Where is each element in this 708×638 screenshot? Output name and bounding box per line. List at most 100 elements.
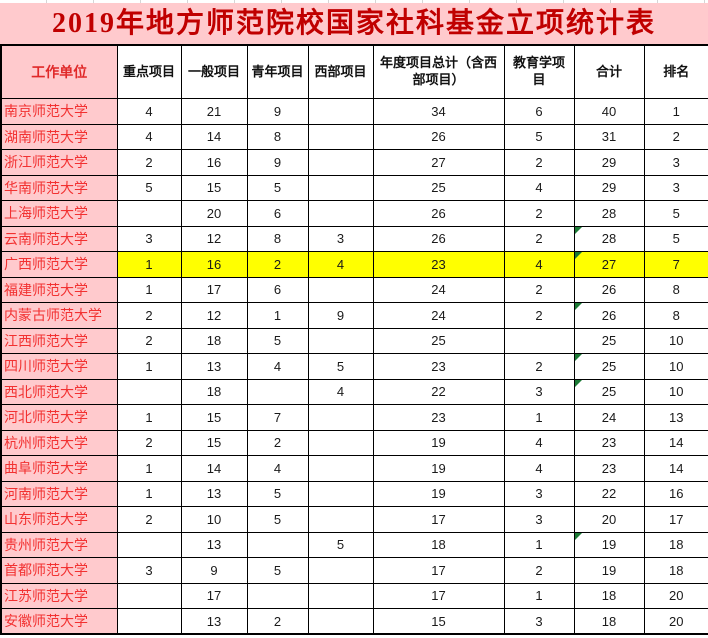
value-cell[interactable]: 14 [643, 455, 708, 482]
value-cell[interactable]: 2 [503, 557, 575, 584]
value-cell[interactable]: 18 [372, 531, 505, 558]
value-cell[interactable]: 4 [116, 98, 182, 125]
value-cell[interactable]: 13 [180, 531, 248, 558]
value-cell[interactable]: 2 [643, 123, 708, 150]
header-cell[interactable]: 青年项目 [246, 44, 309, 99]
value-cell[interactable]: 34 [372, 98, 505, 125]
value-cell[interactable] [246, 378, 309, 405]
value-cell[interactable]: 5 [307, 353, 374, 380]
value-cell[interactable] [116, 531, 182, 558]
value-cell[interactable]: 9 [180, 557, 248, 584]
value-cell[interactable] [307, 149, 374, 176]
unit-cell[interactable]: 福建师范大学 [0, 276, 118, 303]
value-cell[interactable]: 23 [372, 251, 505, 278]
value-cell[interactable]: 10 [643, 378, 708, 405]
unit-cell[interactable]: 山东师范大学 [0, 506, 118, 533]
value-cell[interactable]: 16 [643, 480, 708, 507]
value-cell[interactable]: 3 [503, 378, 575, 405]
value-cell[interactable]: 17 [643, 506, 708, 533]
unit-cell[interactable]: 河南师范大学 [0, 480, 118, 507]
value-cell[interactable] [307, 98, 374, 125]
unit-cell[interactable]: 江苏师范大学 [0, 582, 118, 609]
value-cell[interactable]: 4 [503, 455, 575, 482]
value-cell[interactable]: 5 [246, 327, 309, 354]
value-cell[interactable]: 1 [116, 276, 182, 303]
value-cell[interactable]: 8 [643, 302, 708, 329]
value-cell[interactable]: 19 [372, 455, 505, 482]
value-cell[interactable]: 13 [180, 480, 248, 507]
value-cell[interactable]: 17 [372, 506, 505, 533]
value-cell[interactable]: 3 [643, 174, 708, 201]
value-cell[interactable]: 10 [643, 327, 708, 354]
value-cell[interactable]: 22 [573, 480, 645, 507]
value-cell[interactable]: 4 [246, 455, 309, 482]
value-cell[interactable] [307, 582, 374, 609]
value-cell[interactable]: 29 [573, 174, 645, 201]
value-cell[interactable]: 17 [372, 557, 505, 584]
value-cell[interactable]: 2 [246, 429, 309, 456]
header-cell[interactable]: 年度项目总计（含西部项目） [372, 44, 505, 99]
value-cell[interactable]: 5 [307, 531, 374, 558]
value-cell[interactable]: 29 [573, 149, 645, 176]
value-cell[interactable]: 22 [372, 378, 505, 405]
unit-cell[interactable]: 内蒙古师范大学 [0, 302, 118, 329]
unit-cell[interactable]: 杭州师范大学 [0, 429, 118, 456]
value-cell[interactable]: 23 [372, 404, 505, 431]
value-cell[interactable]: 23 [372, 353, 505, 380]
value-cell[interactable]: 5 [246, 480, 309, 507]
value-cell[interactable]: 15 [372, 608, 505, 635]
value-cell[interactable]: 1 [116, 353, 182, 380]
value-cell[interactable]: 2 [116, 327, 182, 354]
value-cell[interactable]: 2 [116, 506, 182, 533]
value-cell[interactable]: 5 [503, 123, 575, 150]
value-cell[interactable]: 5 [116, 174, 182, 201]
value-cell[interactable]: 18 [643, 531, 708, 558]
value-cell[interactable]: 28 [573, 225, 645, 252]
unit-cell[interactable]: 首都师范大学 [0, 557, 118, 584]
value-cell[interactable]: 4 [503, 251, 575, 278]
value-cell[interactable]: 27 [372, 149, 505, 176]
value-cell[interactable]: 25 [573, 327, 645, 354]
value-cell[interactable]: 31 [573, 123, 645, 150]
unit-cell[interactable]: 江西师范大学 [0, 327, 118, 354]
value-cell[interactable]: 8 [246, 123, 309, 150]
value-cell[interactable]: 19 [372, 429, 505, 456]
value-cell[interactable]: 16 [180, 251, 248, 278]
value-cell[interactable]: 28 [573, 200, 645, 227]
value-cell[interactable] [307, 429, 374, 456]
value-cell[interactable] [307, 174, 374, 201]
value-cell[interactable]: 2 [503, 302, 575, 329]
value-cell[interactable]: 20 [180, 200, 248, 227]
value-cell[interactable]: 4 [503, 429, 575, 456]
value-cell[interactable]: 14 [643, 429, 708, 456]
value-cell[interactable]: 26 [573, 276, 645, 303]
value-cell[interactable]: 9 [246, 98, 309, 125]
value-cell[interactable]: 1 [116, 251, 182, 278]
value-cell[interactable]: 3 [643, 149, 708, 176]
value-cell[interactable]: 17 [372, 582, 505, 609]
unit-cell[interactable]: 广西师范大学 [0, 251, 118, 278]
value-cell[interactable]: 1 [116, 455, 182, 482]
unit-cell[interactable]: 上海师范大学 [0, 200, 118, 227]
value-cell[interactable] [246, 582, 309, 609]
value-cell[interactable] [116, 378, 182, 405]
value-cell[interactable] [307, 327, 374, 354]
value-cell[interactable]: 8 [246, 225, 309, 252]
value-cell[interactable]: 2 [116, 429, 182, 456]
header-cell[interactable]: 教育学项目 [503, 44, 575, 99]
value-cell[interactable]: 15 [180, 429, 248, 456]
value-cell[interactable] [116, 200, 182, 227]
value-cell[interactable]: 18 [180, 378, 248, 405]
value-cell[interactable] [307, 506, 374, 533]
header-cell[interactable]: 重点项目 [116, 44, 182, 99]
value-cell[interactable]: 4 [307, 251, 374, 278]
value-cell[interactable]: 20 [643, 582, 708, 609]
value-cell[interactable]: 27 [573, 251, 645, 278]
value-cell[interactable]: 18 [643, 557, 708, 584]
value-cell[interactable]: 18 [180, 327, 248, 354]
value-cell[interactable]: 18 [573, 582, 645, 609]
header-cell[interactable]: 一般项目 [180, 44, 248, 99]
value-cell[interactable]: 18 [573, 608, 645, 635]
value-cell[interactable]: 5 [643, 225, 708, 252]
value-cell[interactable]: 23 [573, 455, 645, 482]
